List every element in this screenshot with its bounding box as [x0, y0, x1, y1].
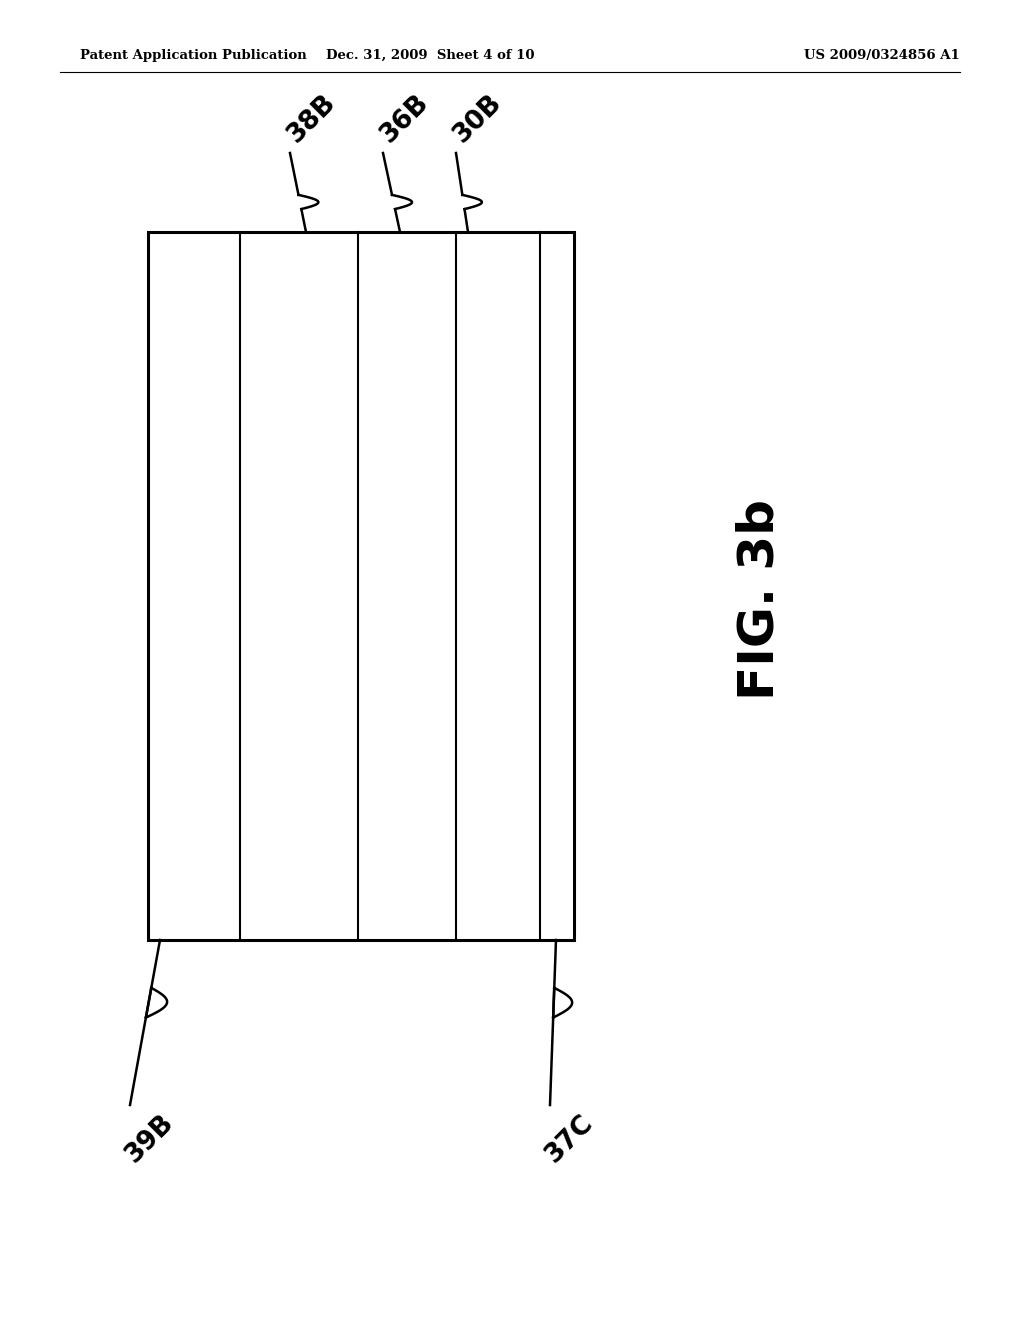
Text: Dec. 31, 2009  Sheet 4 of 10: Dec. 31, 2009 Sheet 4 of 10	[326, 49, 535, 62]
Bar	[148, 232, 574, 940]
Text: Patent Application Publication: Patent Application Publication	[80, 49, 307, 62]
Text: 38B: 38B	[282, 90, 341, 148]
Text: US 2009/0324856 A1: US 2009/0324856 A1	[804, 49, 961, 62]
Text: 37C: 37C	[540, 1110, 598, 1168]
Text: 39B: 39B	[120, 1110, 178, 1168]
Text: FIG. 3b: FIG. 3b	[736, 499, 784, 701]
Text: 36B: 36B	[375, 90, 433, 148]
Text: 30B: 30B	[449, 90, 507, 148]
